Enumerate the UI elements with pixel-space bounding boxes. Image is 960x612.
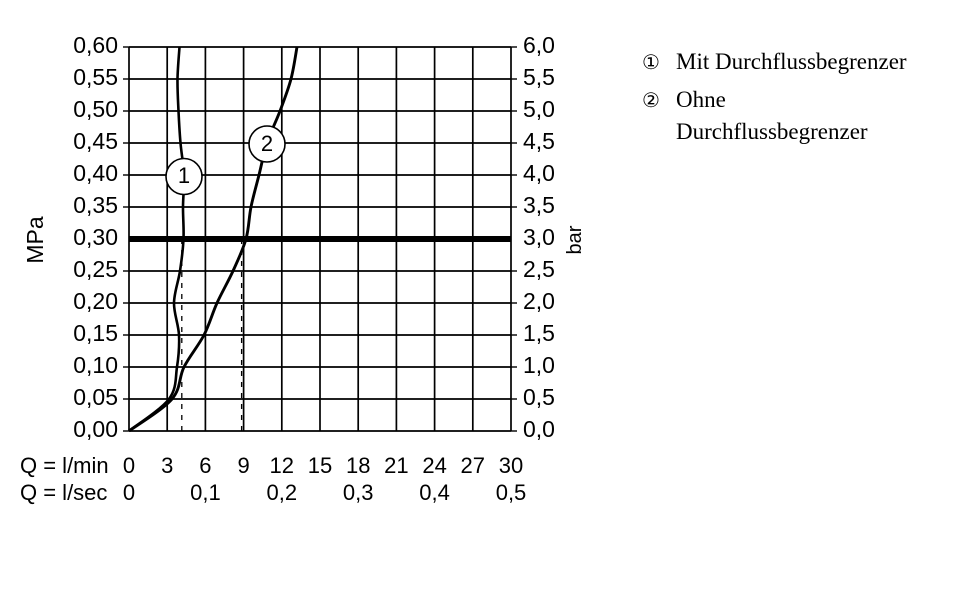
- svg-text:0,50: 0,50: [73, 96, 118, 122]
- svg-text:4,5: 4,5: [523, 128, 555, 154]
- svg-text:①: ①: [642, 52, 660, 74]
- svg-text:0,20: 0,20: [73, 288, 118, 314]
- svg-text:3: 3: [161, 453, 173, 478]
- svg-text:30: 30: [499, 453, 523, 478]
- svg-text:1,5: 1,5: [523, 320, 555, 346]
- svg-text:0,2: 0,2: [267, 480, 298, 505]
- svg-text:12: 12: [270, 453, 294, 478]
- svg-text:6: 6: [199, 453, 211, 478]
- svg-text:0,60: 0,60: [73, 32, 118, 58]
- svg-text:0,30: 0,30: [73, 224, 118, 250]
- svg-text:0: 0: [123, 480, 135, 505]
- svg-text:Mit Durchflussbegrenzer: Mit Durchflussbegrenzer: [676, 49, 907, 74]
- svg-text:15: 15: [308, 453, 332, 478]
- svg-text:0,5: 0,5: [523, 384, 555, 410]
- svg-text:4,0: 4,0: [523, 160, 555, 186]
- svg-text:Q = l/sec: Q = l/sec: [20, 480, 107, 505]
- svg-text:0,15: 0,15: [73, 320, 118, 346]
- svg-text:0,10: 0,10: [73, 352, 118, 378]
- svg-text:0,05: 0,05: [73, 384, 118, 410]
- svg-text:0,35: 0,35: [73, 192, 118, 218]
- svg-text:0,45: 0,45: [73, 128, 118, 154]
- svg-text:Ohne: Ohne: [676, 87, 726, 112]
- svg-text:3,5: 3,5: [523, 192, 555, 218]
- svg-text:0,1: 0,1: [190, 480, 221, 505]
- svg-text:0,40: 0,40: [73, 160, 118, 186]
- svg-text:0,25: 0,25: [73, 256, 118, 282]
- svg-text:0,55: 0,55: [73, 64, 118, 90]
- svg-text:6,0: 6,0: [523, 32, 555, 58]
- svg-text:bar: bar: [564, 225, 586, 254]
- svg-text:5,0: 5,0: [523, 96, 555, 122]
- svg-text:2: 2: [261, 131, 273, 156]
- svg-text:0: 0: [123, 453, 135, 478]
- svg-text:0,5: 0,5: [496, 480, 527, 505]
- svg-text:Q = l/min: Q = l/min: [20, 453, 109, 478]
- svg-text:0,0: 0,0: [523, 416, 555, 442]
- svg-text:3,0: 3,0: [523, 224, 555, 250]
- svg-text:0,4: 0,4: [419, 480, 450, 505]
- svg-text:②: ②: [642, 90, 660, 112]
- svg-text:21: 21: [384, 453, 408, 478]
- svg-text:2,5: 2,5: [523, 256, 555, 282]
- svg-text:MPa: MPa: [22, 216, 48, 264]
- svg-text:1: 1: [178, 163, 190, 188]
- svg-text:9: 9: [237, 453, 249, 478]
- svg-text:0,3: 0,3: [343, 480, 374, 505]
- svg-text:2,0: 2,0: [523, 288, 555, 314]
- svg-text:5,5: 5,5: [523, 64, 555, 90]
- svg-text:Durchflussbegrenzer: Durchflussbegrenzer: [676, 119, 868, 144]
- svg-text:27: 27: [461, 453, 485, 478]
- svg-text:1,0: 1,0: [523, 352, 555, 378]
- svg-text:18: 18: [346, 453, 370, 478]
- svg-text:24: 24: [422, 453, 446, 478]
- svg-text:0,00: 0,00: [73, 416, 118, 442]
